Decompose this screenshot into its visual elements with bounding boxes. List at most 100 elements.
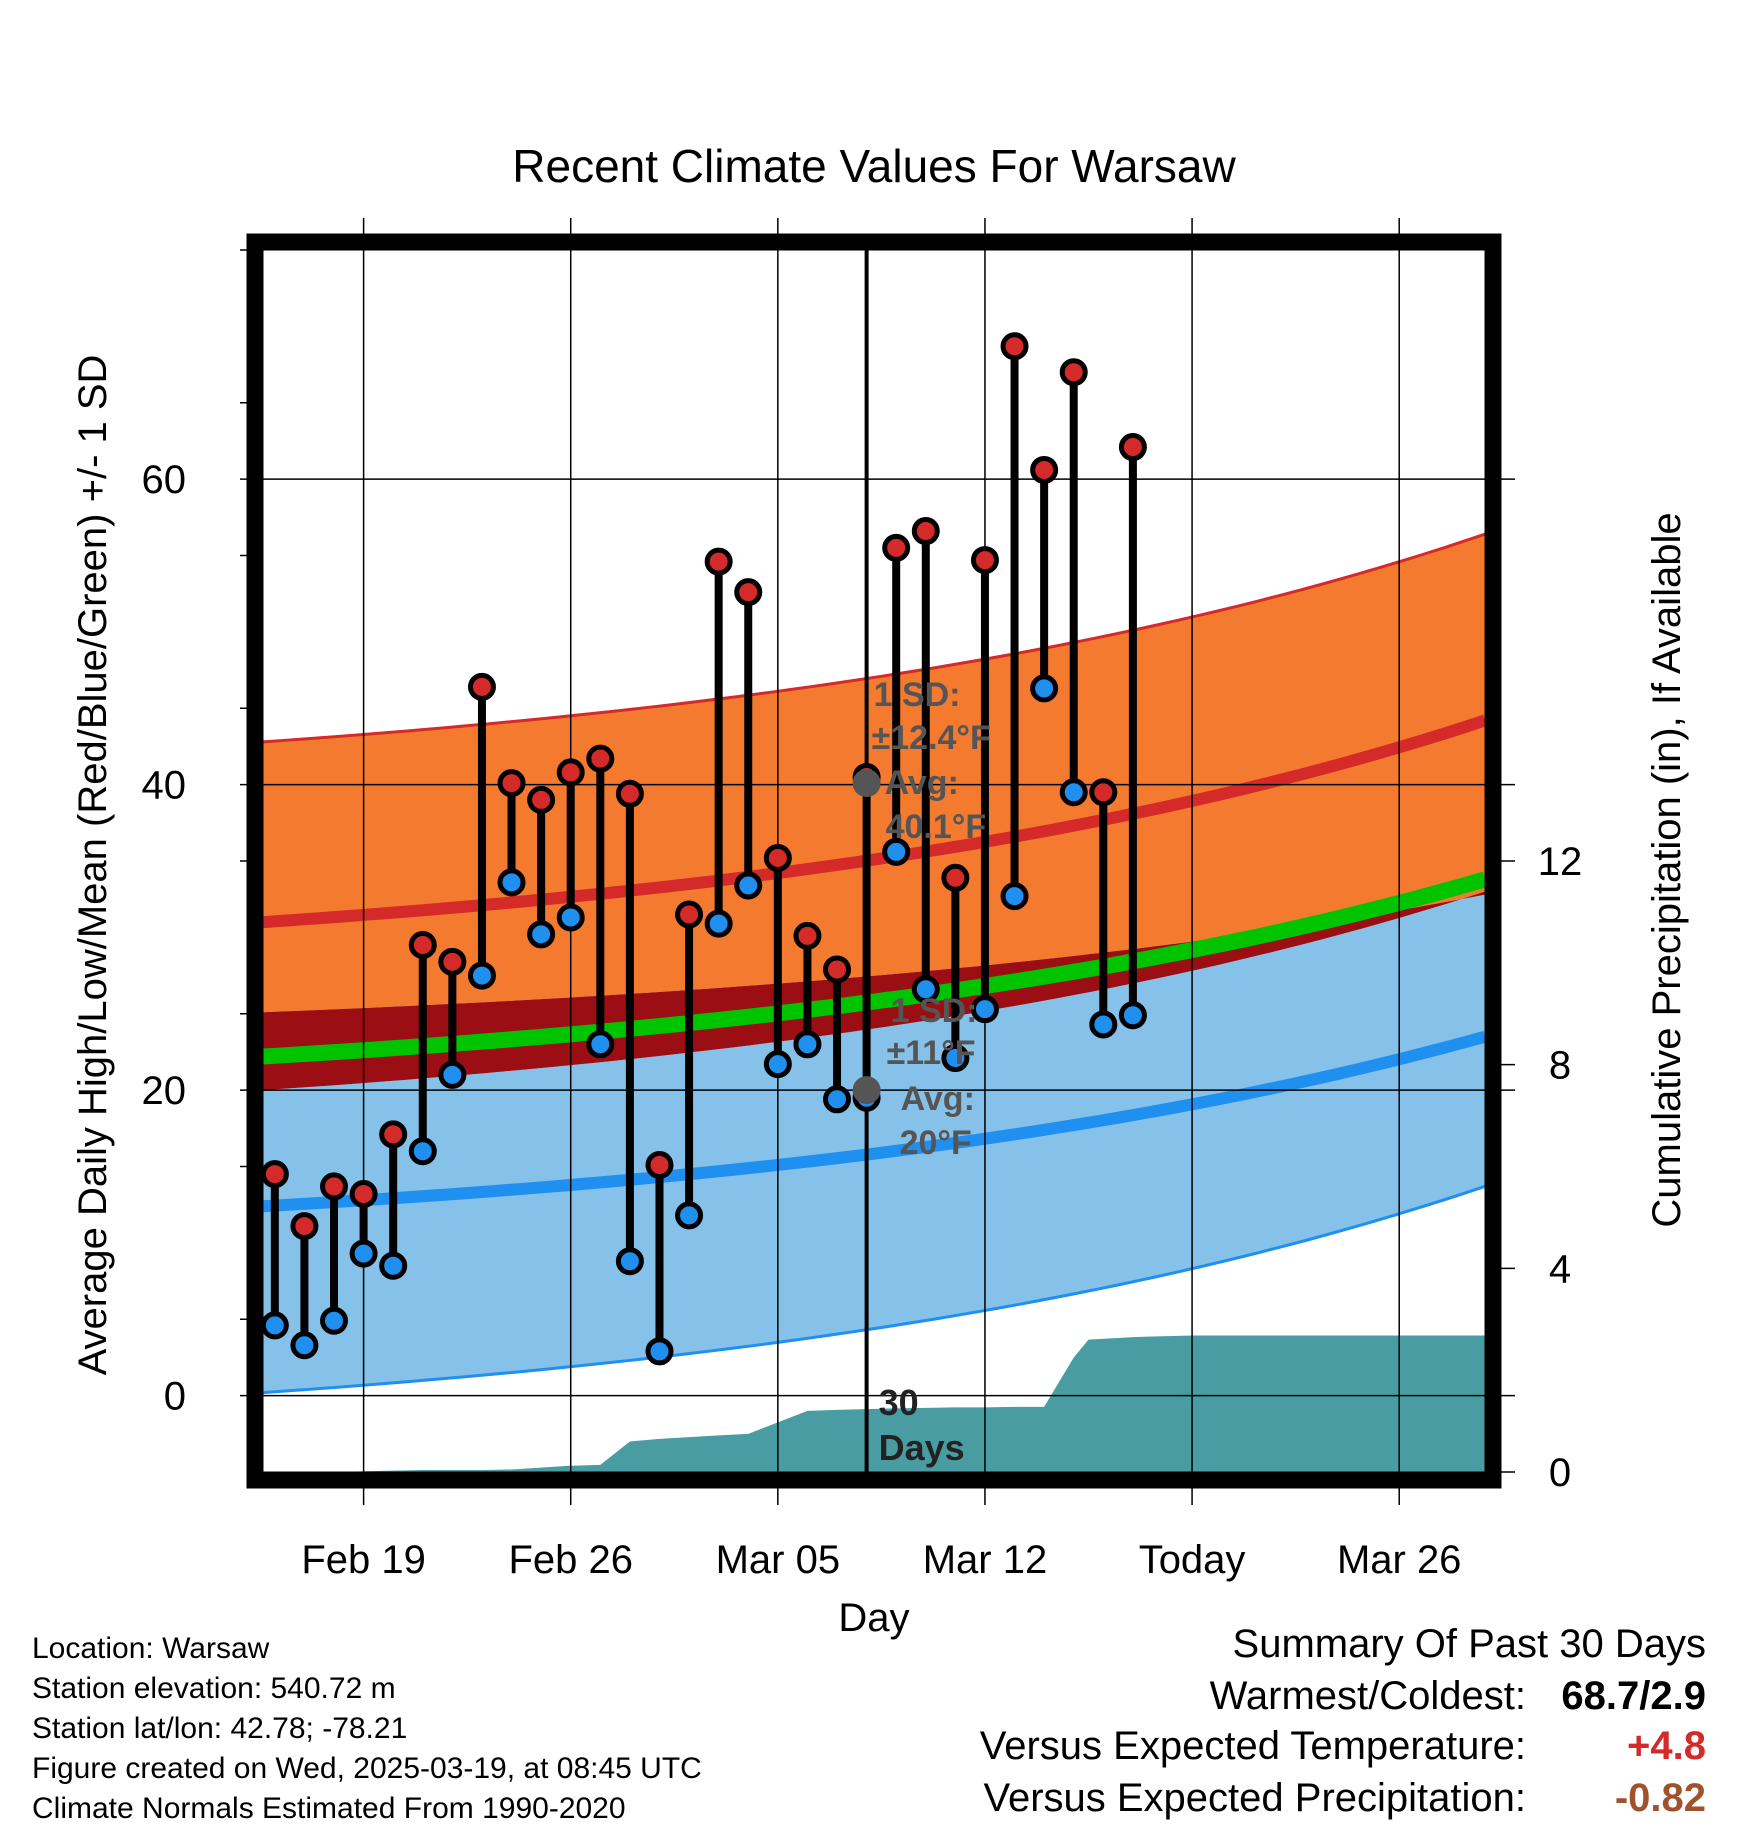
high-point (586, 744, 615, 773)
y-tick-label: 40 (142, 764, 187, 808)
footer-location: Location: Warsaw (32, 1632, 270, 1665)
precip-area (263, 1335, 1485, 1472)
high-point (1000, 332, 1029, 361)
low-sd-band (263, 891, 1485, 1393)
summary-precip: Versus Expected Precipitation: -0.82 (983, 1776, 1706, 1821)
summary-warm-cold-label: Warmest/Coldest: (1209, 1674, 1526, 1718)
high-point (793, 921, 822, 950)
high-avg-label: Avg: (885, 764, 959, 802)
x-tick-label: Feb 19 (301, 1538, 426, 1582)
high-point (675, 900, 704, 929)
low-point (556, 903, 585, 932)
low-point (349, 1239, 378, 1268)
high-point (823, 955, 852, 984)
low-point (704, 909, 733, 938)
summary-title: Summary Of Past 30 Days (1232, 1622, 1706, 1666)
high-point (556, 758, 585, 787)
x-tick-label: Mar 12 (923, 1538, 1048, 1582)
low-point (408, 1137, 437, 1166)
high-point (260, 1160, 289, 1189)
high-point (704, 547, 733, 576)
low-point (497, 868, 526, 897)
high-point (408, 931, 437, 960)
high-point (941, 863, 970, 892)
low-point (734, 871, 763, 900)
low-point (882, 837, 911, 866)
x-tick-label: Feb 26 (508, 1538, 633, 1582)
low-point (911, 975, 940, 1004)
low-point (793, 1030, 822, 1059)
high-avg-value: 40.1°F (886, 808, 987, 846)
low-point (763, 1050, 792, 1079)
low-point (260, 1311, 289, 1340)
footer-created: Figure created on Wed, 2025-03-19, at 08… (32, 1752, 702, 1785)
today-low-avg-marker (852, 1076, 881, 1105)
low-point (645, 1337, 674, 1366)
high-point (1118, 433, 1147, 462)
high-point (734, 578, 763, 607)
low-point (675, 1201, 704, 1230)
y2-tick-label: 12 (1538, 840, 1583, 884)
summary-precip-label: Versus Expected Precipitation: (983, 1776, 1526, 1820)
low-point (1089, 1010, 1118, 1039)
y-tick-label: 20 (142, 1069, 187, 1113)
y-tick-label: 0 (164, 1375, 186, 1419)
y2-axis-label: Cumulative Precipitation (in), If Availa… (1645, 512, 1689, 1227)
days-label-number: 30 (879, 1382, 919, 1423)
low-point (586, 1030, 615, 1059)
high-sd-value: ±12.4°F (872, 719, 991, 757)
high-point (1059, 358, 1088, 387)
low-sd-lower-line (263, 1184, 1485, 1395)
high-point (645, 1150, 674, 1179)
high-point (911, 517, 940, 546)
days-label-text: Days (879, 1427, 965, 1468)
summary-warm-cold: Warmest/Coldest: 68.7/2.9 (1210, 1674, 1706, 1719)
high-point (290, 1212, 319, 1241)
x-tick-label: Mar 05 (716, 1538, 841, 1582)
x-tick-label: Today (1139, 1538, 1246, 1582)
high-point (379, 1120, 408, 1149)
high-point (882, 533, 911, 562)
low-point (1118, 1001, 1147, 1030)
summary-temp: Versus Expected Temperature: +4.8 (980, 1724, 1706, 1769)
low-expected-line (263, 1030, 1485, 1213)
low-point (379, 1251, 408, 1280)
summary-temp-label: Versus Expected Temperature: (979, 1724, 1526, 1768)
high-expected-line (263, 714, 1485, 929)
low-sd-value: ±11°F (887, 1034, 976, 1072)
low-point (320, 1306, 349, 1335)
low-point (970, 995, 999, 1024)
high-point (1030, 455, 1059, 484)
low-point (290, 1331, 319, 1360)
summary-precip-value: -0.82 (1614, 1776, 1706, 1820)
footer-latlon: Station lat/lon: 42.78; -78.21 (32, 1712, 408, 1745)
y2-tick-label: 4 (1549, 1247, 1571, 1291)
low-point (438, 1060, 467, 1089)
low-point (823, 1085, 852, 1114)
low-point (1000, 882, 1029, 911)
high-point (497, 769, 526, 798)
footer-elevation: Station elevation: 540.72 m (32, 1672, 396, 1705)
mean-expected-line (263, 871, 1485, 1065)
high-sd-upper-line (263, 532, 1485, 744)
high-point (320, 1172, 349, 1201)
summary-warm-cold-value: 68.7/2.9 (1561, 1674, 1706, 1718)
today-high-avg-marker (852, 769, 881, 798)
high-point (467, 672, 496, 701)
y2-tick-label: 8 (1549, 1044, 1571, 1088)
high-sd-label: 1 SD: (874, 676, 961, 714)
high-point (970, 546, 999, 575)
low-point (1030, 674, 1059, 703)
y-axis-label: Average Daily High/Low/Mean (Red/Blue/Gr… (71, 355, 115, 1376)
high-point (527, 785, 556, 814)
low-point (941, 1044, 970, 1073)
x-tick-label: Mar 26 (1337, 1538, 1462, 1582)
low-point (1059, 778, 1088, 807)
low-point (615, 1247, 644, 1276)
high-point (1089, 778, 1118, 807)
high-point (763, 843, 792, 872)
low-avg-value: 20°F (900, 1124, 972, 1162)
low-point (467, 961, 496, 990)
high-point (615, 779, 644, 808)
